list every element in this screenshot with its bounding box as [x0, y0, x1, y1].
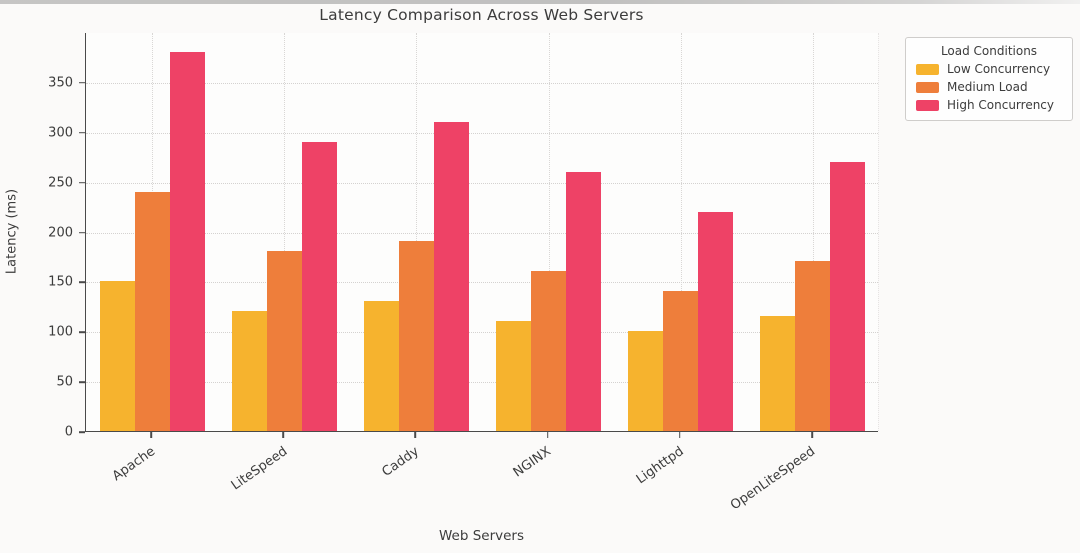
ytick-mark-350	[79, 82, 85, 84]
gridline-x-caddy	[416, 33, 418, 431]
gridline-y-150	[86, 282, 878, 284]
x-axis: Apache LiteSpeed Caddy NGINX Lighttpd OpenLit…	[85, 432, 878, 513]
xtick-label-litespeed: LiteSpeed	[228, 444, 290, 494]
legend: Load Conditions Low Concurrency Medium L…	[905, 37, 1073, 121]
gridline-x-openlitespeed	[812, 33, 814, 431]
xtick-mark-nginx	[546, 432, 549, 438]
xtick-label-apache: Apache	[109, 444, 158, 485]
bar-nginx-medium-load	[531, 271, 567, 431]
ytick-mark-150	[79, 281, 85, 284]
ytick-label-250: 250	[48, 175, 73, 191]
bar-apache-high-concurrency	[169, 51, 205, 431]
ytick-label-200: 200	[48, 225, 73, 240]
bar-openlitespeed-medium-load	[795, 261, 831, 431]
bar-litespeed-high-concurrency	[301, 141, 337, 431]
top-edge-artifact	[0, 0, 1080, 4]
x-axis-label: Web Servers	[438, 528, 525, 544]
xtick-label-openlitespeed: OpenLiteSpeed	[728, 444, 819, 514]
gridline-y-100	[86, 332, 878, 334]
bar-lighttpd-low-concurrency	[628, 331, 664, 431]
bar-nginx-low-concurrency	[496, 321, 532, 431]
ytick-mark-250	[79, 181, 85, 184]
bar-lighttpd-high-concurrency	[698, 211, 734, 431]
ytick-label-150: 150	[48, 274, 73, 290]
ytick-mark-50	[79, 381, 85, 383]
gridline-x-lighttpd	[680, 33, 682, 431]
bar-caddy-high-concurrency	[433, 121, 469, 431]
bar-litespeed-medium-load	[266, 251, 302, 431]
legend-swatch-low-concurrency-icon	[916, 63, 939, 75]
xtick-label-caddy: Caddy	[379, 444, 423, 480]
xtick-mark-apache	[150, 432, 152, 438]
bar-litespeed-low-concurrency	[231, 311, 267, 431]
gridline-x-litespeed	[284, 33, 286, 431]
legend-label-high-concurrency: High Concurrency	[947, 98, 1055, 112]
chart-title: Latency Comparison Across Web Servers	[319, 6, 644, 24]
gridline-y-200	[86, 232, 878, 234]
legend-label-medium-load: Medium Load	[947, 80, 1028, 94]
legend-item-high-concurrency: High Concurrency	[916, 98, 1062, 112]
gridline-y-250	[86, 182, 878, 184]
ytick-mark-200	[79, 231, 85, 234]
ytick-label-300: 300	[48, 125, 73, 141]
gridline-right-edge	[878, 33, 879, 431]
xtick-mark-litespeed	[282, 432, 285, 438]
legend-title: Load Conditions	[940, 44, 1038, 58]
ytick-label-350: 350	[48, 75, 73, 91]
bar-openlitespeed-low-concurrency	[760, 316, 796, 431]
ytick-label-0: 0	[64, 424, 73, 440]
ytick-mark-100	[79, 331, 85, 334]
bar-apache-low-concurrency	[99, 281, 135, 431]
gridline-y-350	[86, 82, 878, 84]
xtick-label-nginx: NGINX	[510, 444, 555, 481]
bar-apache-medium-load	[134, 191, 170, 431]
xtick-label-lighttpd: Lighttpd	[633, 444, 687, 488]
gridline-y-50	[86, 382, 878, 384]
xtick-mark-openlitespeed	[811, 432, 813, 438]
bar-caddy-medium-load	[398, 241, 434, 431]
plot-area	[85, 33, 879, 432]
ytick-mark-300	[79, 131, 85, 134]
ytick-label-50: 50	[56, 374, 73, 390]
legend-item-medium-load: Medium Load	[916, 80, 1062, 94]
legend-swatch-high-concurrency-icon	[916, 99, 939, 111]
y-axis: 0 50 100 150 200 250 300 350	[0, 33, 85, 440]
bar-lighttpd-medium-load	[663, 291, 699, 431]
bar-openlitespeed-high-concurrency	[830, 161, 866, 431]
legend-item-low-concurrency: Low Concurrency	[916, 62, 1062, 76]
gridline-y-300	[86, 132, 878, 134]
legend-label-low-concurrency: Low Concurrency	[947, 62, 1051, 76]
gridline-x-nginx	[548, 33, 550, 431]
legend-swatch-medium-load-icon	[916, 81, 939, 93]
ytick-label-100: 100	[48, 324, 73, 340]
bar-nginx-high-concurrency	[566, 171, 602, 431]
xtick-mark-lighttpd	[678, 432, 681, 438]
ytick-mark-0	[79, 431, 85, 433]
xtick-mark-caddy	[414, 432, 417, 438]
bar-caddy-low-concurrency	[363, 301, 399, 431]
